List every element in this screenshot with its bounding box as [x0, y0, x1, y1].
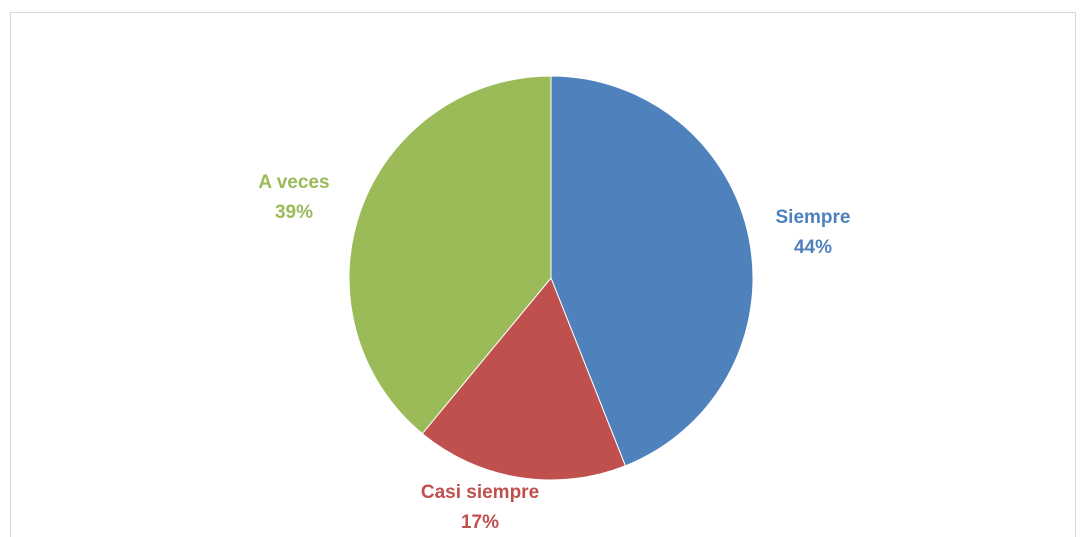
chart-frame: [10, 12, 1076, 537]
slice-value-label: 17%: [461, 512, 499, 533]
slice-category-label: Casi siempre: [421, 482, 539, 503]
slice-value-label: 39%: [275, 202, 313, 223]
pie-slice: [550, 75, 754, 467]
pie-slice: [421, 277, 627, 481]
slice-category-label: A veces: [258, 172, 329, 193]
slice-category-label: Siempre: [776, 207, 851, 228]
slice-value-label: 44%: [794, 237, 832, 258]
pie-slice: [348, 75, 552, 435]
